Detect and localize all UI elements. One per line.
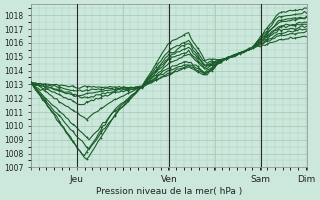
X-axis label: Pression niveau de la mer( hPa ): Pression niveau de la mer( hPa ) [96,187,242,196]
